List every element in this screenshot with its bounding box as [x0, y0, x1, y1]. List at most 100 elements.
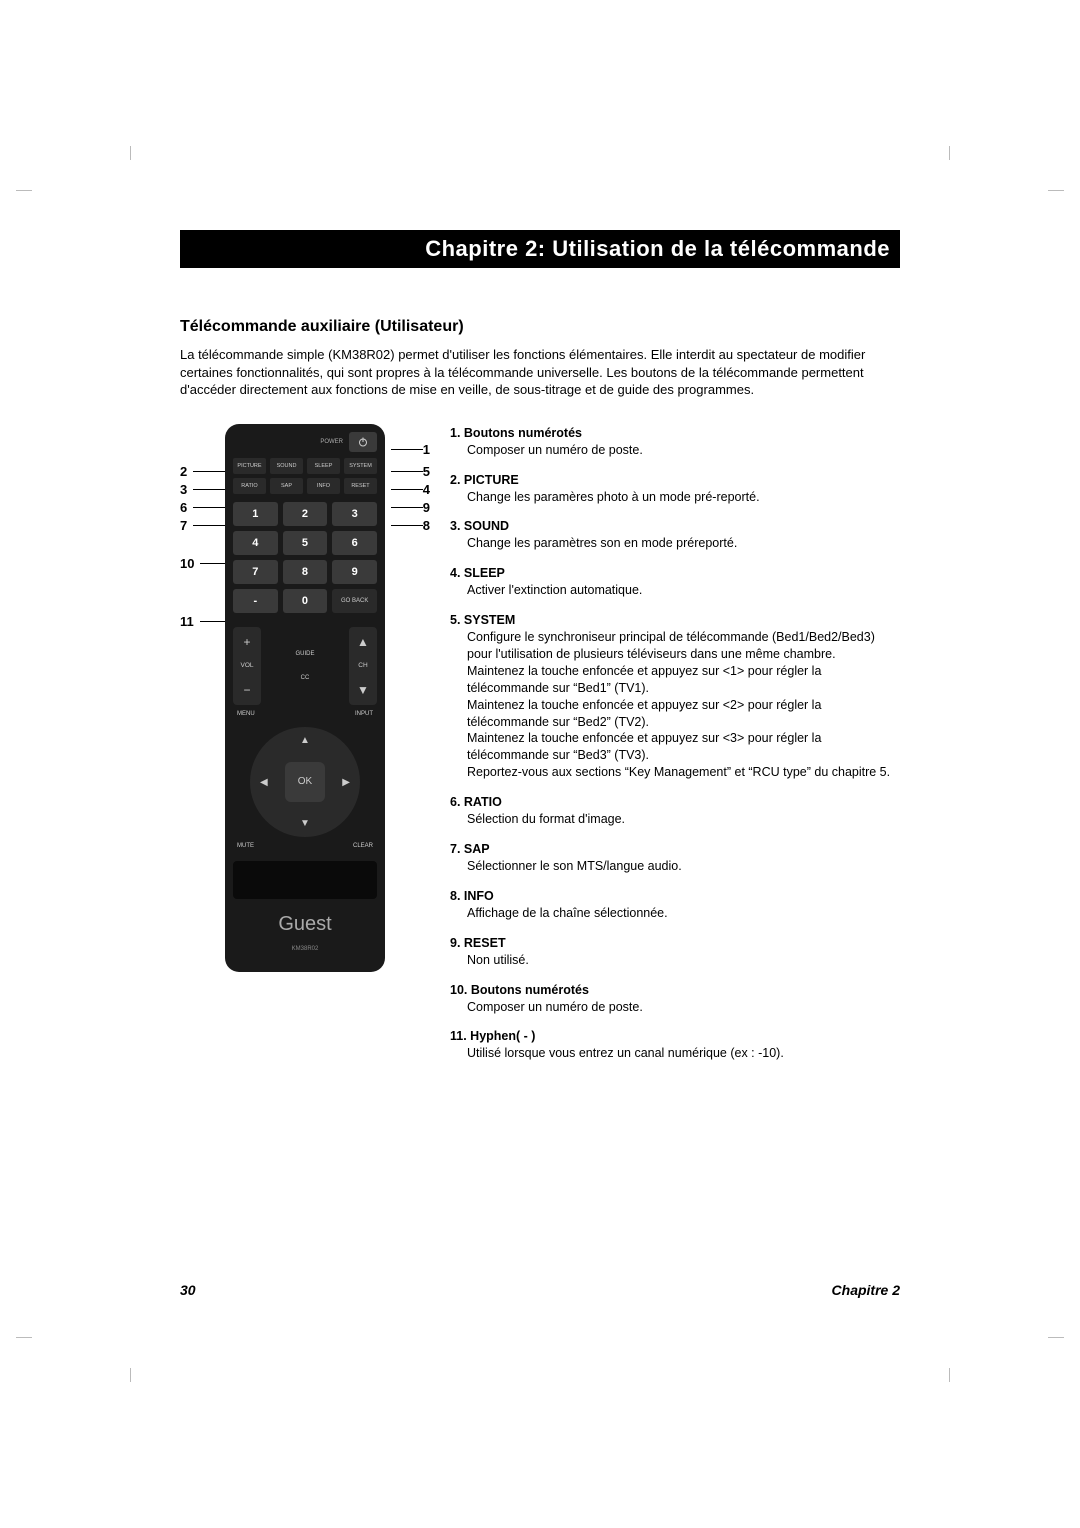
reset-button[interactable]: RESET — [344, 478, 377, 494]
item-1: 1. Boutons numérotés Composer un numéro d… — [450, 424, 900, 459]
cc-label: CC — [301, 675, 310, 681]
item-desc: Change les paramères photo à un mode pré… — [467, 489, 900, 506]
numpad-go-back[interactable]: GO BACK — [332, 589, 377, 613]
input-label: INPUT — [355, 711, 373, 717]
chapter-header: Chapitre 2: Utilisation de la télécomman… — [180, 230, 900, 268]
dpad-right-icon: ▶ — [342, 777, 350, 788]
channel-rocker[interactable]: ▲ CH ▼ — [349, 627, 377, 705]
down-arrow-icon: ▼ — [357, 683, 369, 697]
callout-9: 9 — [385, 500, 430, 515]
callout-8: 8 — [385, 518, 430, 533]
callout-10: 10 — [180, 556, 225, 571]
info-button[interactable]: INFO — [307, 478, 340, 494]
item-title: Hyphen( - ) — [470, 1029, 535, 1043]
numpad-7[interactable]: 7 — [233, 560, 278, 584]
callout-7: 7 — [180, 518, 225, 533]
item-title: RESET — [464, 936, 506, 950]
dpad[interactable]: ▲ ▼ ◀ ▶ OK — [250, 727, 360, 837]
section-title: Télécommande auxiliaire (Utilisateur) — [180, 318, 900, 336]
menu-label: MENU — [237, 711, 255, 717]
callout-2: 2 — [180, 464, 225, 479]
item-number: 5. — [450, 613, 464, 627]
numpad-9[interactable]: 9 — [332, 560, 377, 584]
plus-icon: + — [243, 635, 250, 649]
item-6: 6. RATIOSélection du format d'image. — [450, 793, 900, 828]
numpad-4[interactable]: 4 — [233, 531, 278, 555]
numpad-2[interactable]: 2 — [283, 502, 328, 526]
intro-paragraph: La télécommande simple (KM38R02) permet … — [180, 346, 900, 399]
numpad-0[interactable]: 0 — [283, 589, 328, 613]
item-number: 1. — [450, 426, 464, 440]
ch-label: CH — [358, 662, 367, 669]
item-number: 3. — [450, 519, 464, 533]
power-icon — [357, 436, 369, 448]
item-number: 7. — [450, 842, 464, 856]
dpad-down-icon: ▼ — [300, 818, 310, 829]
item-desc: Composer un numéro de poste. — [467, 999, 900, 1016]
item-title: Boutons numérotés — [464, 426, 582, 440]
page-footer: 30 Chapitre 2 — [180, 1282, 900, 1298]
ratio-button[interactable]: RATIO — [233, 478, 266, 494]
item-3: 3. SOUND Change les paramètres son en mod… — [450, 517, 900, 552]
footer-chapter: Chapitre 2 — [832, 1282, 900, 1298]
item-title: SAP — [464, 842, 490, 856]
item-number: 6. — [450, 795, 464, 809]
item-number: 4. — [450, 566, 464, 580]
minus-icon: − — [243, 683, 250, 697]
blank-panel — [233, 861, 377, 899]
power-button[interactable] — [349, 432, 377, 452]
picture-button[interactable]: PICTURE — [233, 458, 266, 474]
item-desc: Sélectionner le son MTS/langue audio. — [467, 858, 900, 875]
item-7: 7. SAP Sélectionner le son MTS/langue aud… — [450, 840, 900, 875]
descriptions-list: 1. Boutons numérotés Composer un numéro d… — [430, 424, 900, 1075]
numpad-6[interactable]: 6 — [332, 531, 377, 555]
item-8: 8. INFOAffichage de la chaîne sélectionn… — [450, 887, 900, 922]
sleep-button[interactable]: SLEEP — [307, 458, 340, 474]
item-9: 9. RESET Non utilisé. — [450, 934, 900, 969]
item-number: 8. — [450, 889, 464, 903]
item-desc: Utilisé lorsque vous entrez un canal num… — [467, 1045, 900, 1062]
page-content: Chapitre 2: Utilisation de la télécomman… — [180, 230, 900, 1074]
remote-body: POWER PICTURESOUNDSLEEPSYSTEM RATIOSAPIN… — [225, 424, 385, 972]
volume-rocker[interactable]: + VOL − — [233, 627, 261, 705]
power-label: POWER — [320, 439, 343, 445]
sap-button[interactable]: SAP — [270, 478, 303, 494]
item-4: 4. SLEEPActiver l'extinction automatique… — [450, 564, 900, 599]
item-desc: Change les paramètres son en mode prérep… — [467, 535, 900, 552]
up-arrow-icon: ▲ — [357, 635, 369, 649]
item-number: 10. — [450, 983, 471, 997]
item-title: INFO — [464, 889, 494, 903]
item-2: 2. PICTUREChange les paramères photo à u… — [450, 471, 900, 506]
system-button[interactable]: SYSTEM — [344, 458, 377, 474]
ok-button[interactable]: OK — [285, 762, 325, 802]
item-title: SOUND — [464, 519, 509, 533]
item-desc: Non utilisé. — [467, 952, 900, 969]
callout-4: 4 — [385, 482, 430, 497]
item-title: Boutons numérotés — [471, 983, 589, 997]
callout-11: 11 — [180, 614, 225, 629]
guide-label: GUIDE — [295, 651, 314, 657]
callout-3: 3 — [180, 482, 225, 497]
numpad-3[interactable]: 3 — [332, 502, 377, 526]
item-desc: Activer l'extinction automatique. — [467, 582, 900, 599]
numpad-5[interactable]: 5 — [283, 531, 328, 555]
item-5: 5. SYSTEM Configure le synchroniseur prin… — [450, 611, 900, 781]
brand-label: Guest — [233, 913, 377, 936]
dpad-up-icon: ▲ — [300, 735, 310, 746]
vol-label: VOL — [240, 662, 253, 669]
numpad--[interactable]: - — [233, 589, 278, 613]
model-label: KM38R02 — [233, 946, 377, 952]
item-number: 9. — [450, 936, 464, 950]
mute-label: MUTE — [237, 843, 254, 849]
item-desc: Composer un numéro de poste. — [467, 442, 900, 459]
item-desc: Configure le synchroniseur principal de … — [467, 629, 900, 781]
numpad-8[interactable]: 8 — [283, 560, 328, 584]
item-title: RATIO — [464, 795, 502, 809]
item-title: SYSTEM — [464, 613, 515, 627]
page-number: 30 — [180, 1282, 196, 1298]
numpad-1[interactable]: 1 — [233, 502, 278, 526]
sound-button[interactable]: SOUND — [270, 458, 303, 474]
item-number: 11. — [450, 1029, 470, 1043]
callout-5: 5 — [385, 464, 430, 479]
callout-1: 1 — [385, 442, 430, 457]
